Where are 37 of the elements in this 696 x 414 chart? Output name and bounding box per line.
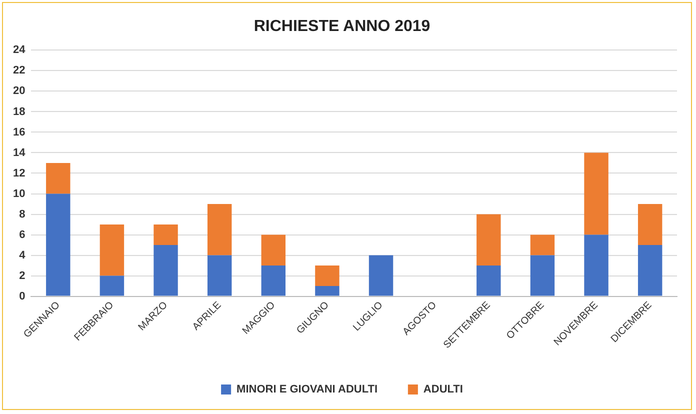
- y-tick-label: 12: [12, 167, 26, 180]
- y-tick-label: 14: [12, 146, 26, 159]
- bar: [261, 266, 286, 296]
- bar: [315, 266, 340, 286]
- y-tick-label: 16: [12, 126, 26, 138]
- bar: [584, 152, 608, 235]
- y-tick-label: 0: [19, 290, 26, 302]
- y-tick-label: 24: [12, 44, 26, 56]
- bar: [46, 162, 70, 194]
- bar: [638, 245, 662, 296]
- bar: [476, 214, 501, 266]
- bar: [154, 224, 178, 246]
- bar: [207, 204, 232, 256]
- y-tick-label: 20: [12, 85, 26, 98]
- bar: [315, 286, 340, 296]
- y-tick-label: 10: [12, 188, 26, 200]
- y-tick-label: 6: [19, 228, 26, 241]
- bar: [368, 255, 394, 296]
- y-tick-label: 2: [19, 270, 26, 282]
- bar: [46, 194, 70, 296]
- legend-label: MINORI E GIOVANI ADULTI: [236, 384, 378, 396]
- bar: [476, 266, 501, 296]
- y-tick-label: 22: [12, 64, 26, 77]
- chart-title: RICHIESTE ANNO 2019: [254, 18, 430, 36]
- y-tick-label: 4: [19, 249, 26, 262]
- bar: [530, 234, 555, 256]
- bar: [154, 245, 178, 296]
- bar: [530, 255, 555, 296]
- bar: [100, 276, 124, 296]
- legend-label: ADULTI: [423, 384, 463, 396]
- y-tick-label: 8: [19, 208, 26, 220]
- bar: [638, 204, 662, 246]
- bar: [207, 255, 232, 296]
- y-tick-label: 18: [12, 106, 26, 118]
- bar: [261, 234, 286, 266]
- bar: [584, 234, 608, 296]
- bar: [100, 224, 124, 276]
